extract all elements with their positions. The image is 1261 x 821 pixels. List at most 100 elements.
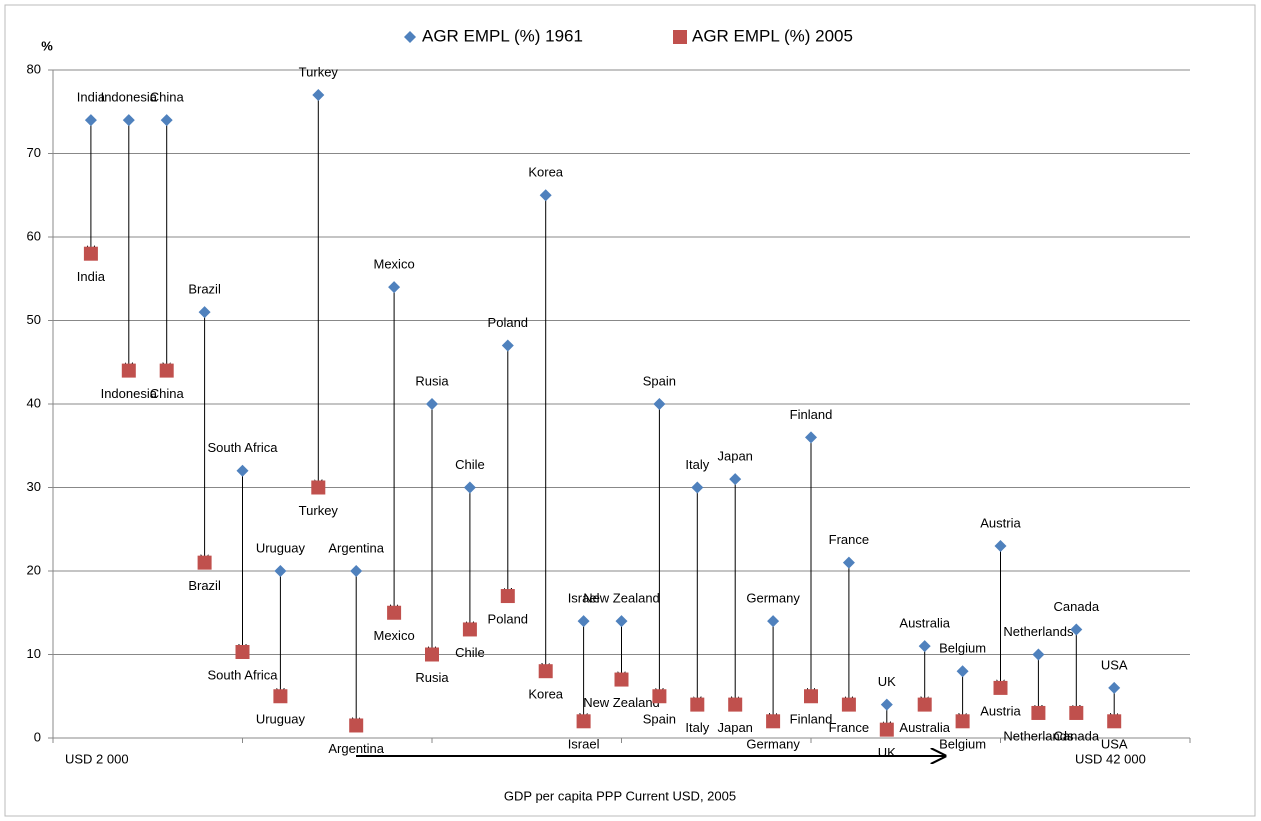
point-marker — [463, 481, 476, 494]
point-label: USA — [1101, 737, 1128, 752]
point-marker — [994, 539, 1007, 552]
point-label: Korea — [528, 165, 563, 180]
point-label: Chile — [455, 457, 485, 472]
point-label: Indonesia — [101, 386, 158, 401]
point-marker — [388, 281, 401, 294]
y-tick-label: 20 — [27, 562, 41, 577]
point-label: Netherlands — [1003, 624, 1074, 639]
point-label: Spain — [643, 373, 676, 388]
point-label: Italy — [685, 720, 709, 735]
point-marker — [312, 89, 325, 102]
point-label: New Zealand — [583, 695, 660, 710]
y-axis-label: % — [41, 38, 53, 53]
point-marker — [577, 615, 590, 628]
point-label: Germany — [746, 591, 800, 606]
point-label: UK — [878, 745, 896, 760]
point-label: Israel — [568, 737, 600, 752]
point-marker — [387, 605, 402, 620]
point-marker — [956, 665, 969, 678]
point-label: UK — [878, 674, 896, 689]
point-marker — [1031, 705, 1046, 720]
point-label: China — [150, 386, 185, 401]
point-marker — [425, 647, 439, 662]
point-marker — [652, 689, 667, 704]
point-label: Finland — [790, 407, 833, 422]
point-marker — [462, 622, 477, 637]
x-axis-label: GDP per capita PPP Current USD, 2005 — [504, 788, 736, 803]
point-label: Australia — [899, 616, 950, 631]
point-label: Italy — [685, 457, 709, 472]
point-marker — [159, 363, 174, 378]
point-marker — [501, 339, 514, 352]
point-label: Korea — [528, 687, 563, 702]
point-marker — [1107, 714, 1122, 729]
point-label: Brazil — [188, 578, 221, 593]
point-label: Netherlands — [1003, 728, 1074, 743]
point-marker — [729, 473, 742, 486]
y-tick-label: 0 — [34, 729, 41, 744]
point-label: India — [77, 269, 106, 284]
point-label: Uruguay — [256, 540, 306, 555]
point-marker — [426, 398, 438, 410]
point-label: Canada — [1054, 599, 1100, 614]
point-label: France — [829, 720, 869, 735]
point-label: Belgium — [939, 641, 986, 656]
point-marker — [614, 672, 629, 687]
y-tick-label: 40 — [27, 395, 41, 410]
point-label: South Africa — [207, 440, 278, 455]
point-label: Turkey — [299, 503, 339, 518]
point-marker — [122, 114, 135, 127]
point-marker — [728, 697, 743, 712]
point-marker — [350, 565, 363, 577]
point-marker — [160, 114, 173, 127]
point-marker — [653, 398, 666, 410]
point-label: Spain — [643, 712, 676, 727]
point-label: New Zealand — [583, 591, 660, 606]
point-label: Austria — [980, 515, 1021, 530]
x-end-label: USD 42 000 — [1075, 751, 1146, 766]
legend-label: AGR EMPL (%) 1961 — [422, 26, 583, 45]
point-marker — [538, 664, 553, 679]
point-marker — [615, 615, 628, 628]
legend-label: AGR EMPL (%) 2005 — [692, 26, 853, 45]
point-label: Brazil — [188, 282, 221, 297]
point-marker — [691, 481, 704, 494]
point-label: Japan — [717, 449, 752, 464]
point-marker — [1070, 623, 1083, 636]
point-marker — [1032, 648, 1045, 661]
point-marker — [121, 363, 136, 378]
point-label: Australia — [899, 720, 950, 735]
point-marker — [767, 615, 780, 628]
point-marker — [804, 689, 818, 704]
point-label: Finland — [790, 712, 833, 727]
point-label: Japan — [717, 720, 752, 735]
point-label: Austria — [980, 703, 1021, 718]
point-label: Argentina — [328, 741, 384, 756]
y-tick-label: 50 — [27, 312, 41, 327]
point-marker — [311, 480, 326, 495]
point-label: Israel — [568, 591, 600, 606]
point-label: Germany — [746, 737, 800, 752]
point-marker — [500, 589, 515, 604]
point-marker — [576, 714, 591, 729]
point-marker — [84, 114, 97, 127]
point-label: China — [150, 90, 185, 105]
y-tick-label: 70 — [27, 145, 41, 160]
point-label: Mexico — [374, 628, 415, 643]
point-label: India — [77, 90, 106, 105]
point-marker — [274, 565, 287, 577]
point-marker — [197, 555, 212, 570]
point-label: USA — [1101, 657, 1128, 672]
point-marker — [880, 698, 893, 711]
point-marker — [690, 697, 705, 712]
point-marker — [805, 431, 817, 444]
point-marker — [766, 714, 781, 729]
chart-frame — [4, 4, 1256, 817]
legend-marker — [673, 30, 687, 44]
point-marker — [235, 644, 250, 659]
point-label: Argentina — [328, 540, 384, 555]
point-label: Uruguay — [256, 712, 306, 727]
y-tick-label: 60 — [27, 228, 41, 243]
